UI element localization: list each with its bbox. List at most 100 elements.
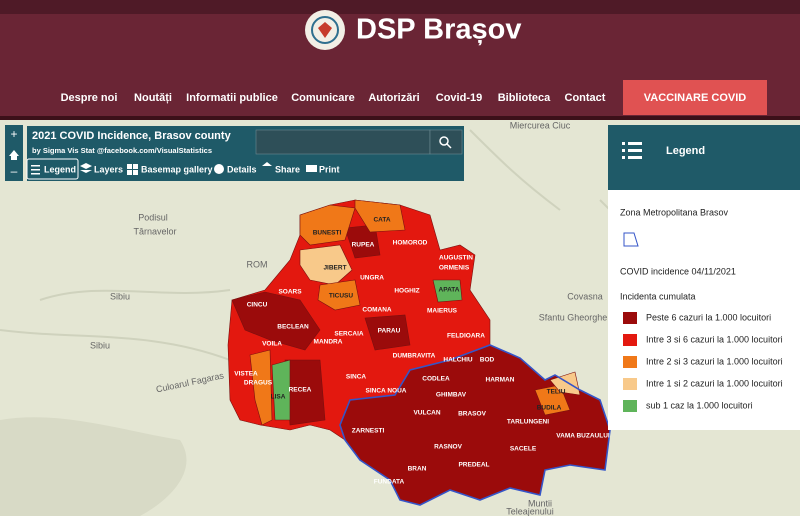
commune-label: BRASOV (458, 411, 486, 418)
legend-label: Intre 3 si 6 cazuri la 1.000 locuitori (646, 334, 783, 344)
commune-label: DRAGUS (244, 380, 273, 387)
place-label: Miercurea Ciuc (510, 120, 571, 130)
home-button[interactable] (9, 150, 19, 160)
legend-title: Legend (666, 145, 705, 157)
commune-label: FUNDATA (374, 479, 405, 486)
header-edge (0, 116, 800, 120)
place-label: ROM (247, 259, 268, 269)
commune-label: VOILA (262, 341, 282, 348)
commune-label: SERCAIA (334, 331, 364, 338)
nav-item[interactable]: Despre noi (61, 92, 118, 104)
app-subtitle: by Sigma Vis Stat @facebook.com/VisualSt… (32, 146, 212, 155)
toolbar-item[interactable]: Basemap gallery (141, 164, 213, 174)
commune-labels: CATA BUNESTI RUPEA HOMOROD JIBERT AUGUSTIN ORM… (234, 217, 610, 486)
legend-swatch (623, 356, 637, 368)
commune-label: JIBERT (323, 265, 346, 272)
commune-label: TARLUNGENI (507, 419, 549, 426)
region[interactable] (317, 279, 361, 311)
site-title[interactable]: DSP Brașov (356, 14, 522, 46)
place-label: Muntii (528, 498, 552, 508)
region[interactable] (271, 359, 291, 421)
app-title: 2021 COVID Incidence, Brasov county (32, 130, 232, 142)
region[interactable] (299, 204, 356, 246)
legend-outline-swatch (623, 232, 639, 247)
nav-item[interactable]: Covid-19 (436, 92, 482, 104)
toolbar-item[interactable]: Layers (94, 164, 123, 174)
place-label: Teleajenului (506, 506, 554, 516)
search-box[interactable] (255, 129, 431, 155)
commune-label: MANDRA (314, 339, 343, 346)
commune-label: SOARS (278, 289, 302, 296)
toolbar-item[interactable]: Details (227, 164, 257, 174)
toolbar-item[interactable]: Print (319, 164, 340, 174)
commune-label: AUGUSTIN (439, 255, 473, 262)
commune-label: CATA (373, 217, 390, 224)
commune-label: TELIU (547, 389, 566, 396)
nav-item[interactable]: Autorizări (368, 92, 419, 104)
nav-item[interactable]: Informatii publice (186, 92, 278, 104)
commune-label: HARMAN (486, 377, 515, 384)
active-tab (26, 158, 79, 180)
nav-item[interactable]: Contact (565, 92, 606, 104)
commune-label: FELDIOARA (447, 333, 485, 340)
zoom-in[interactable]: + (10, 127, 17, 141)
commune-label: PARAU (378, 328, 401, 335)
commune-label: RUPEA (352, 242, 375, 249)
commune-label: BRAN (408, 466, 427, 473)
nav-item[interactable]: Noutăți (134, 92, 172, 104)
region[interactable] (534, 384, 571, 416)
commune-label: ZARNESTI (352, 428, 385, 435)
commune-label: RECEA (289, 387, 312, 394)
commune-label: PREDEAL (458, 462, 489, 469)
commune-label: BUNESTI (313, 230, 342, 237)
place-label: Târnavelor (133, 226, 176, 236)
place-label: Sfantu Gheorghe (539, 312, 608, 322)
legend-swatch (623, 312, 637, 324)
commune-label: VISTEA (234, 371, 258, 378)
commune-label: COMANA (362, 307, 392, 314)
metro-zone (339, 344, 611, 506)
logo-ring (311, 16, 339, 44)
commune-label: CODLEA (422, 376, 450, 383)
legend-swatch (623, 334, 637, 346)
legend-label: Intre 2 si 3 cazuri la 1.000 locuitori (646, 356, 783, 366)
commune-label: APATA (439, 287, 460, 294)
nav-item[interactable]: Biblioteca (498, 92, 551, 104)
legend-label: Peste 6 cazuri la 1.000 locuitori (646, 312, 771, 322)
region[interactable] (364, 314, 411, 351)
place-label: Podisul (138, 212, 168, 222)
commune-label: BUDILA (537, 405, 562, 412)
commune-label: HOGHIZ (394, 288, 419, 295)
toolbar-item[interactable]: Legend (44, 164, 76, 174)
commune-label: DUMBRAVITA (393, 353, 436, 360)
legend-swatch (623, 378, 637, 390)
commune-label: UNGRA (360, 275, 384, 282)
place-label: Sibiu (90, 340, 110, 350)
zoom-out[interactable]: – (11, 164, 18, 178)
toolbar-item[interactable]: Share (275, 164, 300, 174)
commune-label: SINCA (346, 374, 367, 381)
search-icon (439, 136, 449, 146)
commune-label: SINCA NOUA (366, 388, 407, 395)
legend-layer: COVID incidence 04/11/2021 (620, 266, 736, 276)
region[interactable] (354, 199, 406, 233)
cta-button[interactable] (623, 80, 767, 115)
region[interactable] (344, 224, 381, 259)
place-label: Covasna (567, 291, 603, 301)
commune-label: GHIMBAV (436, 392, 467, 399)
region[interactable] (432, 279, 463, 303)
search-icon (446, 143, 452, 149)
legend-layer: Zona Metropolitana Brasov (620, 207, 729, 217)
legend-swatch (623, 400, 637, 412)
county (227, 199, 611, 506)
commune-label: TICUSU (329, 293, 354, 300)
cta-label[interactable]: VACCINARE COVID (644, 92, 747, 104)
search-button[interactable] (429, 129, 463, 155)
nav-item[interactable]: Comunicare (291, 92, 355, 104)
logo-mark (318, 22, 332, 38)
commune-label: VAMA BUZAULUI (556, 433, 610, 440)
region[interactable] (249, 349, 273, 426)
legend-label: Intre 1 si 2 cazuri la 1.000 locuitori (646, 378, 783, 388)
region[interactable] (549, 371, 581, 396)
region[interactable] (231, 291, 321, 351)
